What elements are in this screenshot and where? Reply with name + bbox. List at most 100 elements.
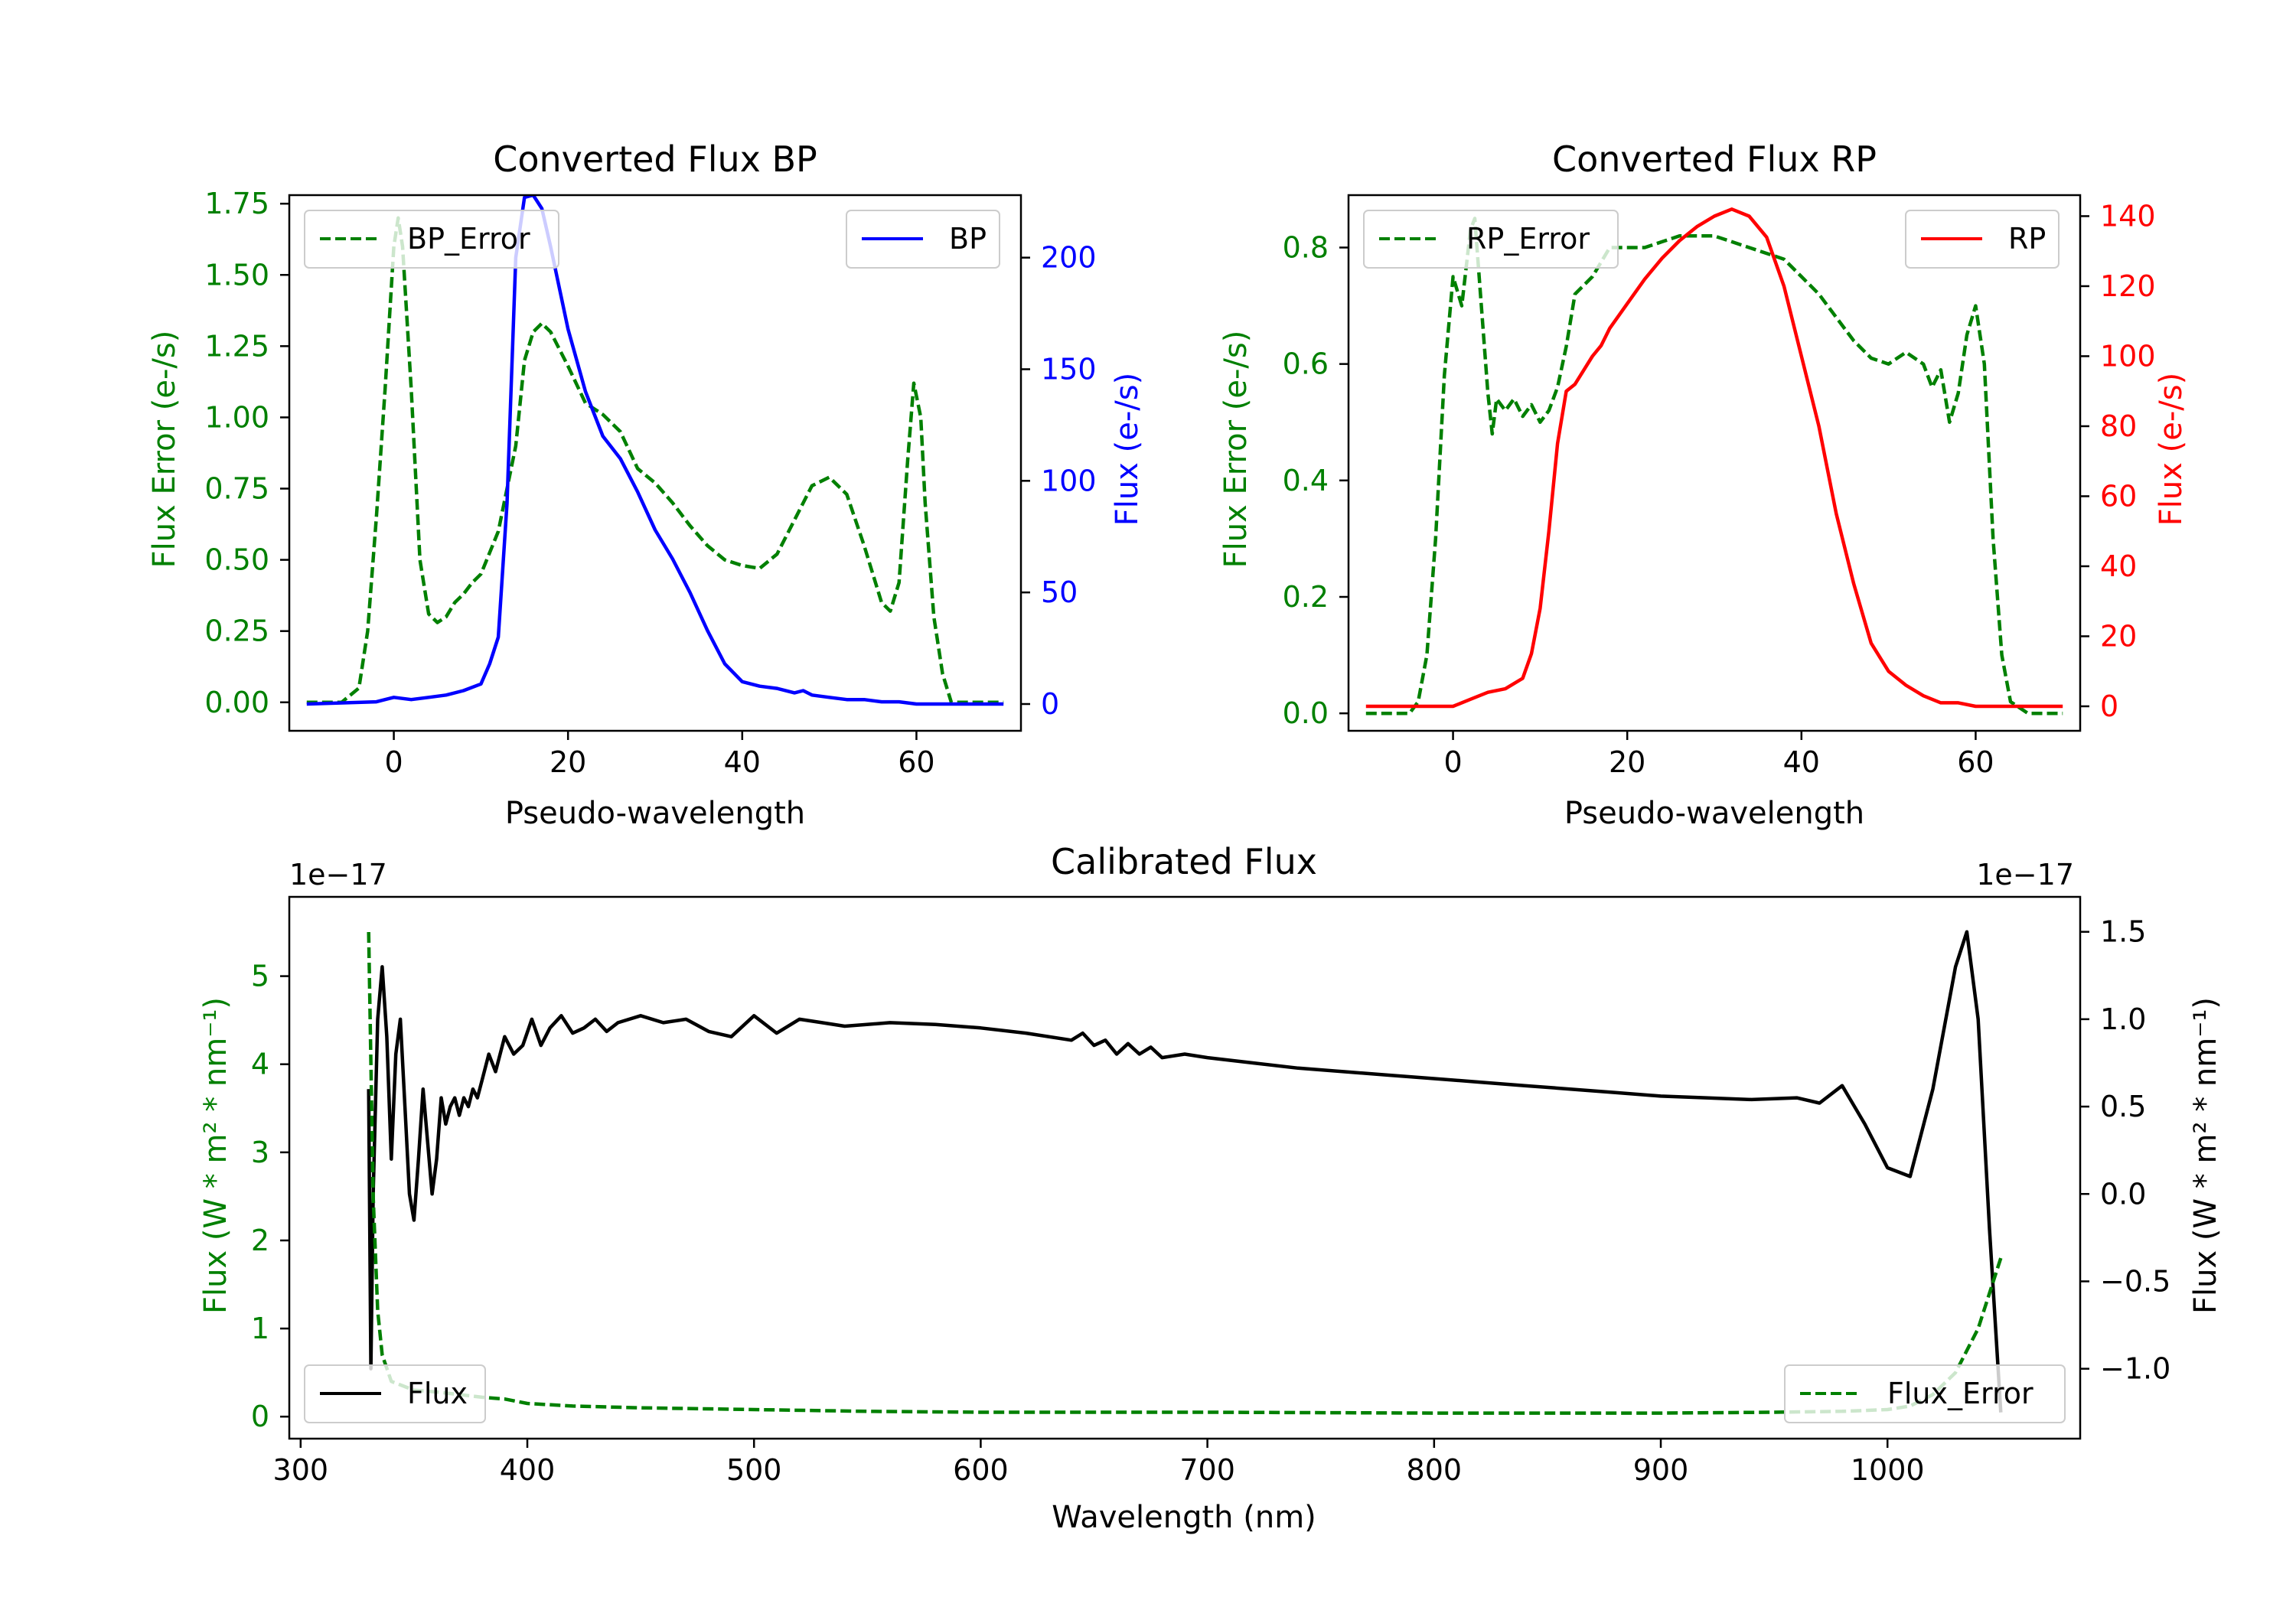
panel-bp-ytick-right-label: 150: [1041, 353, 1097, 386]
panel-bp-ytick-right-label: 50: [1041, 575, 1078, 609]
panel-calibrated-legend-right-label: Flux_Error: [1887, 1377, 2033, 1410]
panel-calibrated-legend-left-box: [304, 1364, 486, 1423]
panel-bp-yticks-left: 0.00 0.25 0.50 0.75 1.00 1.25 1.50 1.75: [204, 187, 289, 719]
panel-rp-legend-right: RP: [1905, 210, 2060, 269]
panel-bp-xticks: 0 20 40 60: [384, 731, 935, 779]
panel-calibrated-frame: [288, 895, 2082, 1440]
panel-bp-legend-right: BP: [846, 210, 1000, 269]
panel-bp-ytick-right-label: 0: [1041, 687, 1059, 721]
panel-rp-ytick-left-label: 0.6: [1283, 347, 1329, 381]
panel-calibrated-ytick-right-label: −1.0: [2100, 1352, 2170, 1386]
panel-calibrated-legend-left: Flux: [304, 1364, 486, 1423]
panel-bp-lines: [306, 195, 1004, 706]
panel-rp-legend-left: RP_Error: [1363, 210, 1619, 269]
panel-calibrated-ytick-left-label: 2: [251, 1224, 269, 1257]
panel-bp-ytick-right-label: 100: [1041, 464, 1097, 497]
panel-bp-ytick-right-label: 200: [1041, 241, 1097, 275]
panel-rp-ytick-right-label: 100: [2100, 339, 2156, 373]
panel-rp-xtick-label: 60: [1957, 745, 1994, 779]
panel-rp-legend-left-label: RP_Error: [1466, 222, 1590, 256]
panel-bp-series-bp-error-line: [306, 216, 1004, 705]
panel-rp-frame: [1347, 194, 2082, 732]
panel-calibrated-legend-right: Flux_Error: [1784, 1364, 2066, 1423]
panel-rp-ytick-right-label: 20: [2100, 619, 2137, 653]
panel-calibrated-xlabel: Wavelength (nm): [1052, 1500, 1316, 1535]
panel-bp-ytick-left-label: 0.50: [204, 543, 269, 577]
panel-rp-ytick-left-label: 0.0: [1283, 696, 1329, 730]
panel-calibrated-xticks: 300 400 500 600 700 800 900 1000: [273, 1439, 1925, 1487]
panel-bp-ytick-left-label: 0.25: [204, 614, 269, 648]
panel-rp-ytick-right-label: 40: [2100, 549, 2137, 583]
panel-bp-ylabel-right: Flux (e-/s): [1110, 373, 1145, 526]
panel-calibrated-ytick-left-label: 5: [251, 960, 269, 993]
panel-rp-title: Converted Flux RP: [1552, 139, 1877, 180]
panel-rp-ytick-right-label: 60: [2100, 479, 2137, 513]
panel-bp-ytick-left-label: 1.50: [204, 258, 269, 292]
panel-rp-ylabel-right: Flux (e-/s): [2154, 373, 2189, 526]
panel-bp-ylabel-left: Flux Error (e-/s): [147, 331, 182, 569]
panel-calibrated-yticks-right: −1.0 −0.5 0.0 0.5 1.0 1.5: [2080, 915, 2170, 1386]
panel-rp-xtick-label: 20: [1609, 745, 1645, 779]
panel-rp-ytick-right-label: 140: [2100, 199, 2156, 233]
panel-calibrated-ytick-left-label: 0: [251, 1400, 269, 1433]
panel-calibrated-xtick-label: 800: [1407, 1453, 1463, 1487]
panel-rp-xtick-label: 0: [1443, 745, 1462, 779]
panel-rp-yticks-left: 0.0 0.2 0.4 0.6 0.8: [1283, 230, 1349, 730]
panel-bp-series-bp-line: [306, 195, 1004, 706]
panel-bp-legend-left-box: [304, 210, 559, 269]
panel-calibrated-yticks-left: 0 1 2 3 4 5: [251, 960, 289, 1433]
panel-bp-legend-left-label: BP_Error: [407, 222, 530, 256]
panel-rp: Converted Flux RP Pseudo-wavelength Flux…: [1218, 139, 2189, 831]
panel-calibrated: Calibrated Flux Wavelength (nm) Flux (W …: [198, 841, 2223, 1535]
panel-rp-ytick-right-label: 0: [2100, 689, 2118, 723]
panel-calibrated-title: Calibrated Flux: [1051, 841, 1317, 882]
panel-rp-series-rp-line: [1365, 207, 2063, 709]
panel-rp-xlabel: Pseudo-wavelength: [1564, 796, 1864, 831]
panel-bp-frame: [288, 194, 1022, 732]
panel-calibrated-offset-right: 1e−17: [1976, 858, 2074, 892]
panel-rp-yticks-right: 0 20 40 60 80 100 120 140: [2080, 199, 2156, 723]
panel-bp-title: Converted Flux BP: [493, 139, 817, 180]
panel-bp-ytick-left-label: 1.75: [204, 187, 269, 220]
panel-rp-ytick-left-label: 0.8: [1283, 230, 1329, 264]
panel-bp-ytick-left-label: 0.00: [204, 686, 269, 719]
panel-calibrated-ytick-right-label: 0.0: [2100, 1177, 2146, 1211]
panel-rp-ytick-left-label: 0.4: [1283, 464, 1329, 497]
panel-calibrated-ytick-right-label: 1.0: [2100, 1002, 2146, 1036]
panel-calibrated-series-flux-line: [367, 930, 2003, 1413]
panel-calibrated-ytick-left-label: 3: [251, 1136, 269, 1169]
panel-calibrated-legend-right-box: [1784, 1364, 2066, 1423]
panel-bp-ytick-left-label: 1.00: [204, 400, 269, 434]
panel-bp-yticks-right: 0 50 100 150 200: [1021, 241, 1097, 721]
panel-bp-ytick-left-label: 1.25: [204, 329, 269, 363]
panel-rp-legend-left-box: [1363, 210, 1619, 269]
panel-rp-xticks: 0 20 40 60: [1443, 731, 1994, 779]
panel-calibrated-legend-left-label: Flux: [407, 1377, 468, 1410]
panel-bp-legend-right-label: BP: [949, 222, 987, 256]
panel-calibrated-ytick-left-label: 1: [251, 1312, 269, 1345]
panel-bp-xtick-label: 40: [724, 745, 761, 779]
panel-calibrated-xtick-label: 1000: [1851, 1453, 1925, 1487]
panel-bp: Converted Flux BP Pseudo-wavelength Flux…: [147, 139, 1145, 831]
panel-calibrated-xtick-label: 900: [1633, 1453, 1689, 1487]
panel-bp-legend-left: BP_Error: [304, 210, 559, 269]
panel-bp-xtick-label: 0: [384, 745, 403, 779]
panel-calibrated-xtick-label: 700: [1179, 1453, 1235, 1487]
panel-bp-ytick-left-label: 0.75: [204, 472, 269, 506]
panel-calibrated-ytick-right-label: 1.5: [2100, 915, 2146, 949]
panel-rp-legend-right-label: RP: [2008, 222, 2046, 256]
panel-bp-xtick-label: 20: [550, 745, 586, 779]
panel-bp-xtick-label: 60: [898, 745, 934, 779]
panel-calibrated-ylabel-left: Flux (W * m² * nm⁻¹): [198, 997, 233, 1314]
panel-rp-ytick-left-label: 0.2: [1283, 580, 1329, 614]
panel-rp-xtick-label: 40: [1783, 745, 1820, 779]
panel-rp-ytick-right-label: 120: [2100, 269, 2156, 303]
panel-calibrated-ylabel-right: Flux (W * m² * nm⁻¹): [2188, 997, 2223, 1314]
panel-calibrated-xtick-label: 500: [726, 1453, 782, 1487]
panel-bp-xlabel: Pseudo-wavelength: [505, 796, 805, 831]
panel-calibrated-ytick-right-label: −0.5: [2100, 1264, 2170, 1298]
panel-calibrated-xtick-label: 600: [953, 1453, 1009, 1487]
panel-rp-ylabel-left: Flux Error (e-/s): [1218, 331, 1254, 569]
panel-calibrated-ytick-right-label: 0.5: [2100, 1090, 2146, 1123]
